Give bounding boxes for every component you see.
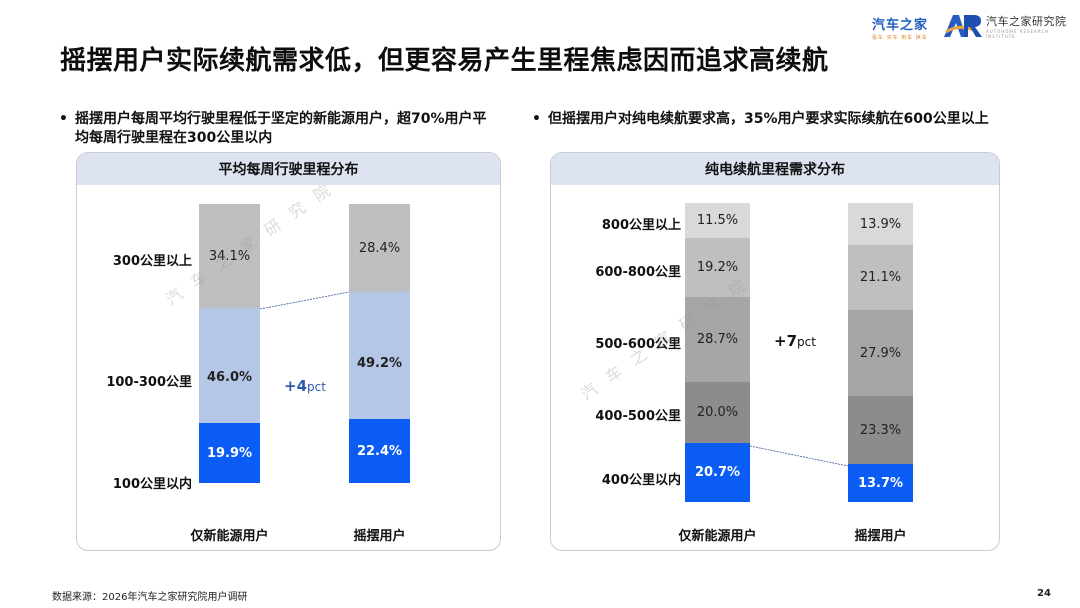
bar-nev-only: 11.5% 19.2% 28.7% 20.0% 20.7% xyxy=(685,203,750,502)
page-number: 24 xyxy=(1037,588,1051,599)
category-label: 500-600公里 xyxy=(595,337,681,352)
range-demand-chart-title: 纯电续航里程需求分布 xyxy=(551,153,999,185)
seg-600-800: 19.2% xyxy=(685,238,750,297)
ar-logo-icon xyxy=(944,15,982,37)
seg-100-300: 49.2% xyxy=(349,292,410,419)
value-label: 34.1% xyxy=(208,248,251,264)
bar-swing-users: 28.4% 49.2% 22.4% xyxy=(349,204,410,483)
delta-annotation: +7pct xyxy=(774,332,816,350)
bullet-dot: • xyxy=(532,111,541,127)
category-label: 100公里以内 xyxy=(112,477,192,492)
category-label: 400公里以内 xyxy=(601,473,681,488)
bullet-right-text: 但摇摆用户对纯电续航要求高，35%用户要求实际续航在600公里以上 xyxy=(548,111,989,127)
value-label: 20.0% xyxy=(696,405,739,420)
seg-400-500: 23.3% xyxy=(848,396,913,464)
value-label: 23.3% xyxy=(859,422,902,438)
research-institute-english: AUTOHOME RESEARCH INSTITUTE xyxy=(986,29,1050,39)
value-label: 11.5% xyxy=(696,213,739,228)
category-label: 100-300公里 xyxy=(106,375,192,390)
seg-under-100: 22.4% xyxy=(349,419,410,483)
value-label: 13.7% xyxy=(857,475,904,491)
bullet-dot: • xyxy=(59,111,68,127)
value-label: 19.9% xyxy=(206,445,253,461)
seg-300-plus: 28.4% xyxy=(349,204,410,292)
range-demand-chart: 11.5% 19.2% 28.7% 20.0% 20.7% 13.9% 21.1… xyxy=(551,153,999,550)
delta-value: +7 xyxy=(774,332,798,350)
delta-annotation: +4pct xyxy=(284,377,326,395)
value-label: 46.0% xyxy=(206,370,253,385)
research-institute-logo: 汽车之家研究院 AUTOHOME RESEARCH INSTITUTE xyxy=(944,13,1080,39)
range-demand-panel: 纯电续航里程需求分布 11.5% 19.2% 28.7% 20.0% 20.7%… xyxy=(550,152,1000,551)
category-label: 400-500公里 xyxy=(595,409,681,424)
seg-800-plus: 13.9% xyxy=(848,203,913,245)
bullet-right: • 但摇摆用户对纯电续航要求高，35%用户要求实际续航在600公里以上 xyxy=(532,110,1008,129)
value-label: 27.9% xyxy=(859,345,902,361)
delta-unit: pct xyxy=(307,380,326,394)
seg-300-plus: 34.1% xyxy=(199,204,260,308)
value-label: 19.2% xyxy=(696,260,739,275)
seg-under-100: 19.9% xyxy=(199,423,260,483)
x-label-nev-only: 仅新能源用户 xyxy=(190,529,269,544)
value-label: 13.9% xyxy=(859,216,902,232)
seg-800-plus: 11.5% xyxy=(685,203,750,238)
weekly-mileage-chart: 34.1% 46.0% 19.9% 28.4% 49.2% 22.4% 300公… xyxy=(77,153,500,550)
delta-value: +4 xyxy=(284,377,308,395)
x-label-swing-users: 摇摆用户 xyxy=(353,529,406,544)
value-label: 21.1% xyxy=(859,270,902,285)
page-title: 摇摆用户实际续航需求低，但更容易产生里程焦虑因而追求高续航 xyxy=(60,46,829,76)
weekly-mileage-chart-title: 平均每周行驶里程分布 xyxy=(77,153,500,185)
bullet-left: • 摇摆用户每周平均行驶里程低于坚定的新能源用户，超70%用户平均每周行驶里程在… xyxy=(59,110,495,148)
bullet-left-text: 摇摆用户每周平均行驶里程低于坚定的新能源用户，超70%用户平均每周行驶里程在30… xyxy=(75,111,487,146)
autohome-logo-slogan: 看车 买车 用车 换车 xyxy=(872,35,928,41)
seg-under-400: 20.7% xyxy=(685,443,750,502)
x-label-swing-users: 摇摆用户 xyxy=(854,529,907,544)
research-institute-name: 汽车之家研究院 xyxy=(986,15,1067,28)
category-label: 600-800公里 xyxy=(595,265,681,280)
data-source: 数据来源：2026年汽车之家研究院用户调研 xyxy=(52,592,248,603)
autohome-logo: 汽车之家 看车 买车 用车 换车 xyxy=(872,14,932,41)
bar-swing-users: 13.9% 21.1% 27.9% 23.3% 13.7% xyxy=(848,203,913,502)
value-label: 28.7% xyxy=(696,332,739,347)
value-label: 49.2% xyxy=(356,356,403,371)
category-label: 300公里以上 xyxy=(112,254,192,269)
seg-500-600: 27.9% xyxy=(848,310,913,396)
value-label: 20.7% xyxy=(694,465,741,480)
seg-under-400: 13.7% xyxy=(848,464,913,502)
autohome-logo-text: 汽车之家 xyxy=(872,18,929,33)
value-label: 28.4% xyxy=(358,240,401,256)
x-label-nev-only: 仅新能源用户 xyxy=(678,529,757,544)
seg-600-800: 21.1% xyxy=(848,245,913,310)
bar-nev-only: 34.1% 46.0% 19.9% xyxy=(199,204,260,483)
value-label: 22.4% xyxy=(356,443,403,459)
delta-unit: pct xyxy=(797,335,816,349)
seg-500-600: 28.7% xyxy=(685,297,750,382)
category-label: 800公里以上 xyxy=(601,218,681,233)
seg-400-500: 20.0% xyxy=(685,382,750,443)
weekly-mileage-panel: 平均每周行驶里程分布 34.1% 46.0% 19.9% 28.4% 49.2%… xyxy=(76,152,501,551)
